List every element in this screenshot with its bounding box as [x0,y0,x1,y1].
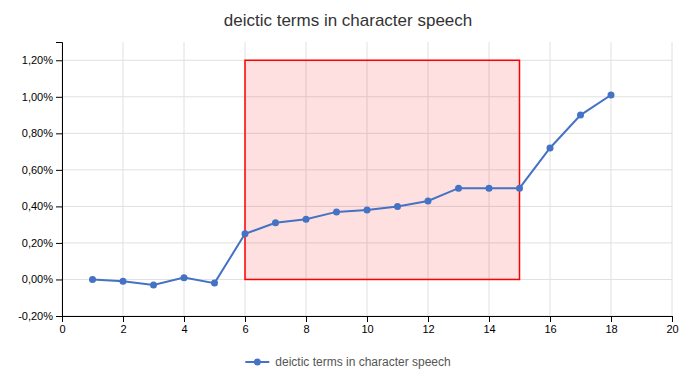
point [150,281,157,288]
tick: 0,40% [22,200,62,212]
tick: 1,20% [22,54,62,66]
tick-label: 0 [59,323,65,335]
tick-label: 16 [544,323,556,335]
tick-label: 4 [181,323,187,335]
tick-mark [56,60,62,61]
highlight-region [245,60,520,279]
tick-label: 12 [422,323,434,335]
point [547,144,554,151]
point [364,207,371,214]
tick: 8 [303,316,309,335]
tick-label: 20 [666,323,678,335]
point [516,185,523,192]
tick-label: 0,20% [22,237,53,249]
tick: 12 [422,316,434,335]
point [211,280,218,287]
tick-mark [550,316,551,322]
tick-mark [56,133,62,134]
tick-mark [56,243,62,244]
grid-line [123,42,124,316]
point [272,219,279,226]
grid-line [611,42,612,316]
tick-mark [123,316,124,322]
legend-item: deictic terms in character speech [245,355,450,369]
point [333,208,340,215]
tick: 0,20% [22,237,62,249]
chart: deictic terms in character speech 0 2 4 6 8 10… [0,0,696,378]
tick-label: 2 [120,323,126,335]
legend-label: deictic terms in character speech [275,355,450,369]
axis-line [56,43,63,317]
tick: 10 [361,316,373,335]
point [455,185,462,192]
tick-label: 0,80% [22,127,53,139]
grid-line [550,42,551,316]
axis-line [63,317,673,323]
point [394,203,401,210]
tick: 6 [242,316,248,335]
tick-mark [245,316,246,322]
tick-label: -0,20% [18,310,53,322]
point [608,91,615,98]
tick: 0,00% [22,273,62,285]
title: deictic terms in character speech [224,11,473,30]
tick: 18 [605,316,617,335]
tick-mark [672,316,673,322]
legend: deictic terms in character speech [245,355,450,369]
tick-label: 8 [303,323,309,335]
tick-mark [56,97,62,98]
grid [62,42,672,316]
y-axis: -0,20% 0,00% 0,20% 0,40% 0,60% 0,80% 1,00% 1,20… [18,43,62,323]
tick: -0,20% [18,310,62,322]
tick-label: 6 [242,323,248,335]
point [303,216,310,223]
x-axis: 0 2 4 6 8 10 12 14 16 18 20 [59,316,678,335]
grid-line [672,42,673,316]
legend-marker [254,359,261,366]
tick-label: 0,60% [22,164,53,176]
tick-mark [611,316,612,322]
tick: 1,00% [22,91,62,103]
tick-mark [184,316,185,322]
tick: 2 [120,316,126,335]
marks [89,60,615,288]
tick-mark [306,316,307,322]
tick-mark [56,170,62,171]
tick: 16 [544,316,556,335]
tick-mark [489,316,490,322]
point [120,278,127,285]
point [486,185,493,192]
tick-label: 0,00% [22,273,53,285]
tick: 14 [483,316,495,335]
point [425,197,432,204]
point [242,230,249,237]
line [93,95,612,285]
tick-label: 10 [361,323,373,335]
tick: 0,80% [22,127,62,139]
tick: 4 [181,316,187,335]
tick-label: 0,40% [22,200,53,212]
tick-mark [428,316,429,322]
point [577,112,584,119]
tick: 0 [59,316,65,335]
tick-mark [56,316,62,317]
tick-label: 18 [605,323,617,335]
tick: 0,60% [22,164,62,176]
tick-label: 14 [483,323,495,335]
tick-mark [56,206,62,207]
tick-mark [56,279,62,280]
tick-label: 1,00% [22,91,53,103]
tick: 20 [666,316,678,335]
tick-label: 1,20% [22,54,53,66]
point [181,274,188,281]
plot: 0 2 4 6 8 10 12 14 16 18 20 -0,20% 0,00% 0,20% 0,40% 0,… [18,42,678,335]
tick-mark [367,316,368,322]
point [89,276,96,283]
